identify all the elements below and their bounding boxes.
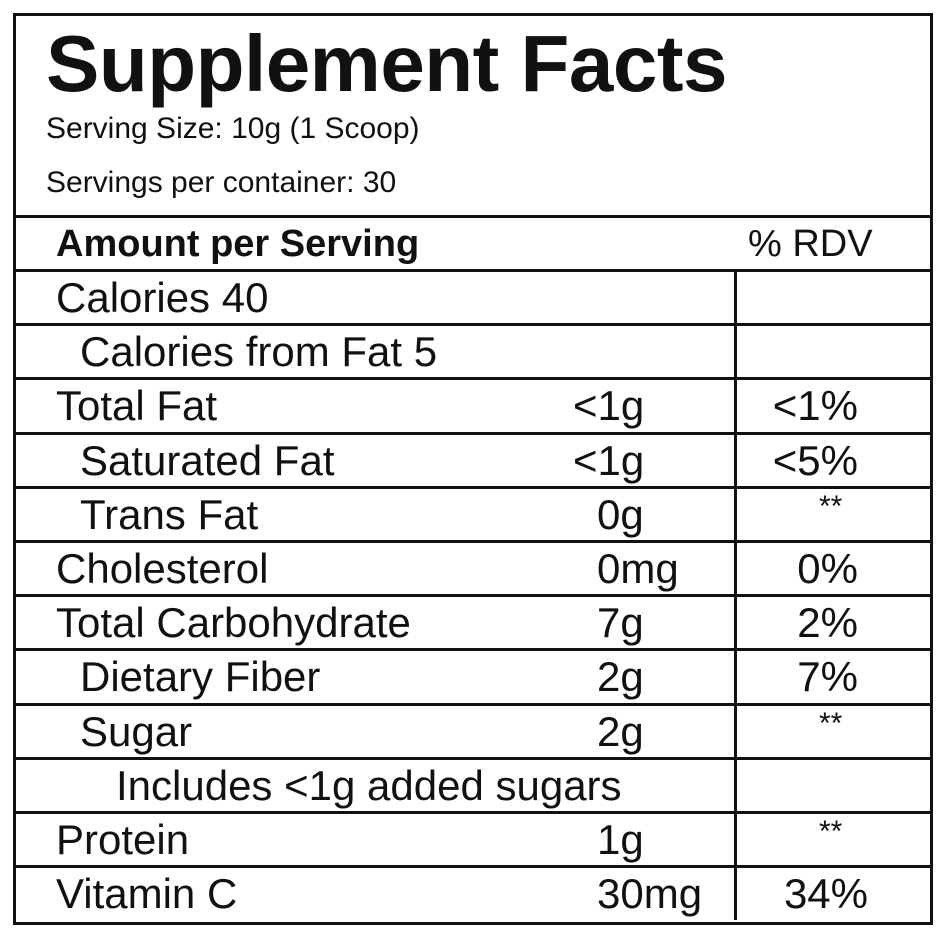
nutrient-label: Calories from Fat 5 <box>80 328 438 376</box>
divider <box>14 269 930 272</box>
table-row: Calories from Fat 5 <box>14 324 930 378</box>
table-row: Sugar 2g ** <box>14 704 930 758</box>
nutrient-amount: 0g <box>597 490 644 538</box>
nutrient-label: Protein <box>56 816 190 863</box>
row-divider <box>14 377 930 381</box>
nutrient-rdv: 0% <box>797 545 858 592</box>
rdv-header: % RDV <box>748 223 873 265</box>
table-row: Calories 40 <box>14 270 930 324</box>
row-divider <box>14 594 930 598</box>
nutrient-label: Trans Fat <box>80 490 259 538</box>
nutrient-label: Vitamin C <box>56 870 238 918</box>
nutrient-rdv: <5% <box>772 436 858 484</box>
nutrient-rdv: ** <box>819 706 843 740</box>
nutrient-label: Dietary Fiber <box>80 653 321 701</box>
table-row: Cholesterol 0mg 0% <box>14 541 930 595</box>
nutrient-label: Total Fat <box>56 382 218 430</box>
nutrient-label: Includes <1g added sugars <box>116 761 622 809</box>
row-divider <box>14 485 930 489</box>
nutrient-amount: 7g <box>597 599 644 647</box>
nutrient-label: Calories 40 <box>56 274 269 321</box>
row-divider <box>14 648 930 652</box>
nutrient-label: Cholesterol <box>56 545 269 592</box>
table-row: Total Fat <1g <1% <box>14 378 930 432</box>
table-row: Saturated Fat <1g <5% <box>14 433 930 487</box>
row-divider <box>14 865 930 869</box>
row-divider <box>14 323 930 327</box>
nutrient-rdv: <1% <box>772 382 858 430</box>
nutrient-rdv: ** <box>819 489 843 523</box>
table-row: Includes <1g added sugars <box>14 758 930 812</box>
servings-per-container: Servings per container: 30 <box>46 166 397 199</box>
table-row: Vitamin C 30mg 34% <box>14 866 930 920</box>
row-divider <box>14 702 930 706</box>
row-divider <box>14 756 930 760</box>
nutrient-rdv: 7% <box>797 653 858 701</box>
nutrient-amount: <1g <box>573 382 645 430</box>
table-row: Dietary Fiber 2g 7% <box>14 649 930 703</box>
serving-size: Serving Size: 10g (1 Scoop) <box>46 112 420 145</box>
nutrient-rdv: 34% <box>783 870 868 918</box>
row-divider <box>14 431 930 435</box>
supplement-facts-panel <box>13 13 933 925</box>
nutrient-amount: 0mg <box>597 545 679 592</box>
amount-per-serving-header: Amount per Serving <box>56 223 420 265</box>
nutrient-amount: 2g <box>597 707 644 755</box>
table-row: Trans Fat 0g ** <box>14 487 930 541</box>
nutrient-amount: <1g <box>573 436 645 484</box>
nutrient-amount: 30mg <box>597 870 703 918</box>
nutrient-label: Saturated Fat <box>80 436 335 484</box>
row-divider <box>14 540 930 543</box>
panel-title: Supplement Facts <box>46 19 728 108</box>
divider <box>14 215 930 218</box>
nutrient-label: Total Carbohydrate <box>56 599 411 647</box>
nutrient-rdv: 2% <box>797 599 858 647</box>
table-row: Protein 1g ** <box>14 812 930 866</box>
nutrient-amount: 1g <box>597 816 644 863</box>
nutrient-rdv: ** <box>819 815 843 848</box>
nutrient-label: Sugar <box>80 707 193 755</box>
row-divider <box>14 811 930 814</box>
table-row: Total Carbohydrate 7g 2% <box>14 595 930 649</box>
nutrient-amount: 2g <box>597 653 644 701</box>
